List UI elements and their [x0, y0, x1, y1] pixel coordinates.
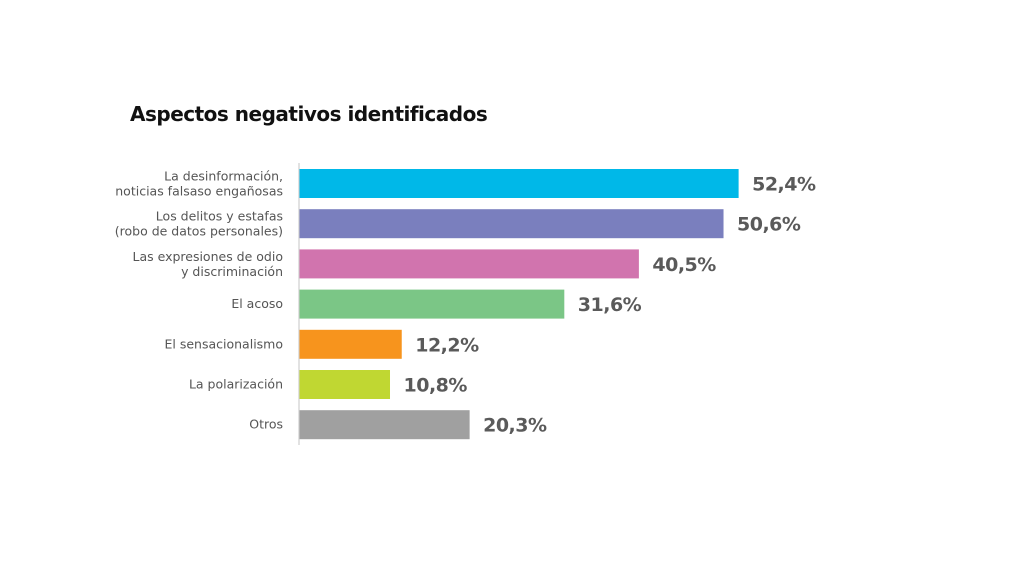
bar — [299, 289, 565, 319]
bar — [299, 329, 402, 359]
bar — [299, 249, 639, 279]
value-label: 52,4% — [752, 174, 816, 196]
category-label: Los delitos y estafas (robo de datos pers… — [115, 209, 283, 239]
category-label: El sensacionalismo — [165, 336, 284, 351]
bar — [299, 169, 739, 198]
category-label: La polarización — [189, 377, 283, 392]
value-label: 50,6% — [737, 214, 801, 236]
bar — [299, 410, 470, 440]
bar — [299, 209, 724, 239]
category-label: Las expresiones de odio y discriminación — [132, 249, 283, 279]
value-label: 31,6% — [578, 294, 642, 316]
chart-title: Aspectos negativos identificados — [130, 102, 488, 126]
value-label: 10,8% — [404, 375, 468, 397]
value-label: 12,2% — [415, 334, 479, 356]
value-label: 40,5% — [652, 254, 716, 276]
category-label: El acoso — [231, 296, 283, 311]
bar — [299, 370, 391, 399]
value-label: 20,3% — [483, 415, 547, 437]
category-label: Otros — [249, 417, 283, 432]
category-label: La desinformación, noticias falsaso engañ… — [115, 169, 283, 199]
